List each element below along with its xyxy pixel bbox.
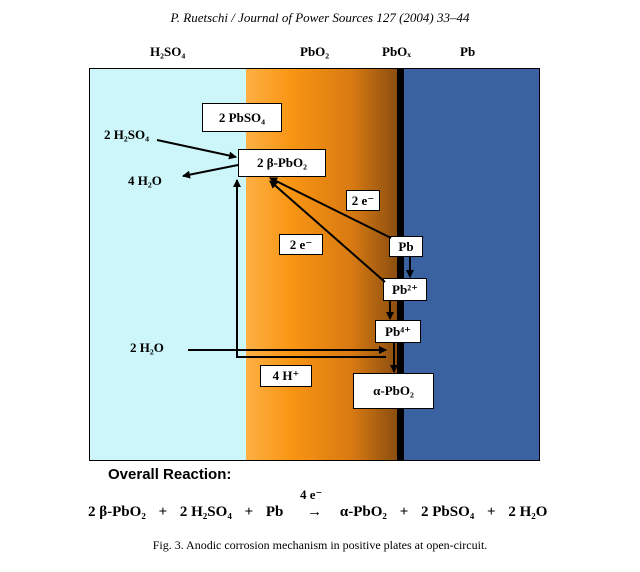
h2o-reactant-label: 2 H₂O	[130, 340, 164, 355]
pb4-box: Pb⁴⁺	[375, 320, 421, 343]
overall-electrons: 4 e⁻	[300, 487, 323, 502]
equation-term: 2 H₂SO₄	[179, 504, 232, 520]
journal-header: P. Ruetschi / Journal of Power Sources 1…	[170, 10, 470, 25]
pb-box: Pb	[389, 236, 423, 257]
equation-term: 2 PbSO₄	[421, 504, 475, 520]
h2so4-reactant-label: 2 H₂SO₄	[104, 127, 149, 142]
equation-op: +	[399, 504, 409, 520]
pbso4-box: 2 PbSO₄	[202, 103, 282, 132]
equation-arrow: →	[307, 504, 323, 520]
zone-label-pb: Pb	[460, 44, 476, 59]
electrons-upper-box: 2 e⁻	[346, 190, 380, 211]
zone-label-pbox: PbOₓ	[382, 44, 412, 59]
pbox-layer	[397, 69, 404, 460]
h2o-product-label: 4 H₂O	[128, 173, 162, 188]
equation-term: 2 β-PbO₂	[88, 504, 146, 520]
zone-label-pbo2: PbO₂	[300, 44, 330, 59]
electrons-lower-box: 2 e⁻	[279, 234, 323, 255]
alpha-pbo2-box: α-PbO₂	[353, 373, 434, 409]
beta-pbo2-box: 2 β-PbO₂	[238, 149, 326, 177]
overall-reaction-title: Overall Reaction:	[108, 466, 232, 483]
equation-term: α-PbO₂	[339, 504, 387, 520]
equation-term: Pb	[265, 504, 284, 520]
zone-label-h2so4: H₂SO₄	[150, 44, 186, 59]
equation-op: +	[158, 504, 168, 520]
pb2-box: Pb²⁺	[383, 278, 427, 301]
acid-zone	[90, 69, 246, 460]
equation-term: 2 H₂O	[508, 504, 548, 520]
equation-op: +	[244, 504, 254, 520]
overall-equation: 2 β-PbO₂ + 2 H₂SO₄ + Pb → α-PbO₂ + 2 PbS…	[88, 504, 556, 521]
corrosion-diagram	[89, 68, 540, 461]
h-plus-box: 4 H⁺	[260, 365, 312, 387]
figure-caption: Fig. 3. Anodic corrosion mechanism in po…	[152, 538, 488, 552]
equation-op: +	[487, 504, 496, 520]
